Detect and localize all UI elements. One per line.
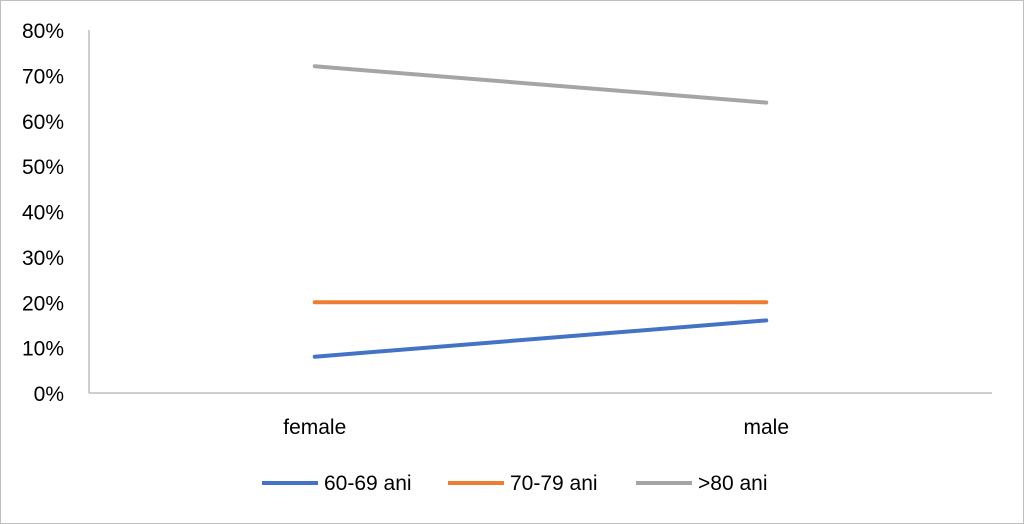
series-line-2 — [312, 64, 769, 105]
x-tick-label: male — [743, 416, 789, 439]
y-tick-label: 80% — [22, 20, 64, 43]
y-tick-label: 50% — [22, 156, 64, 179]
legend-label: 70-79 ani — [510, 472, 598, 495]
y-tick-label: 40% — [22, 202, 64, 225]
y-tick-label: 0% — [34, 383, 64, 406]
y-tick-label: 60% — [22, 111, 64, 134]
y-tick-label: 70% — [22, 65, 64, 88]
x-tick-label: female — [283, 416, 346, 439]
y-tick-label: 20% — [22, 292, 64, 315]
series-line-0 — [312, 318, 769, 359]
legend-label: 60-69 ani — [324, 472, 412, 495]
y-tick-label: 10% — [22, 338, 64, 361]
y-tick-label: 30% — [22, 247, 64, 270]
legend-label: >80 ani — [698, 472, 767, 495]
